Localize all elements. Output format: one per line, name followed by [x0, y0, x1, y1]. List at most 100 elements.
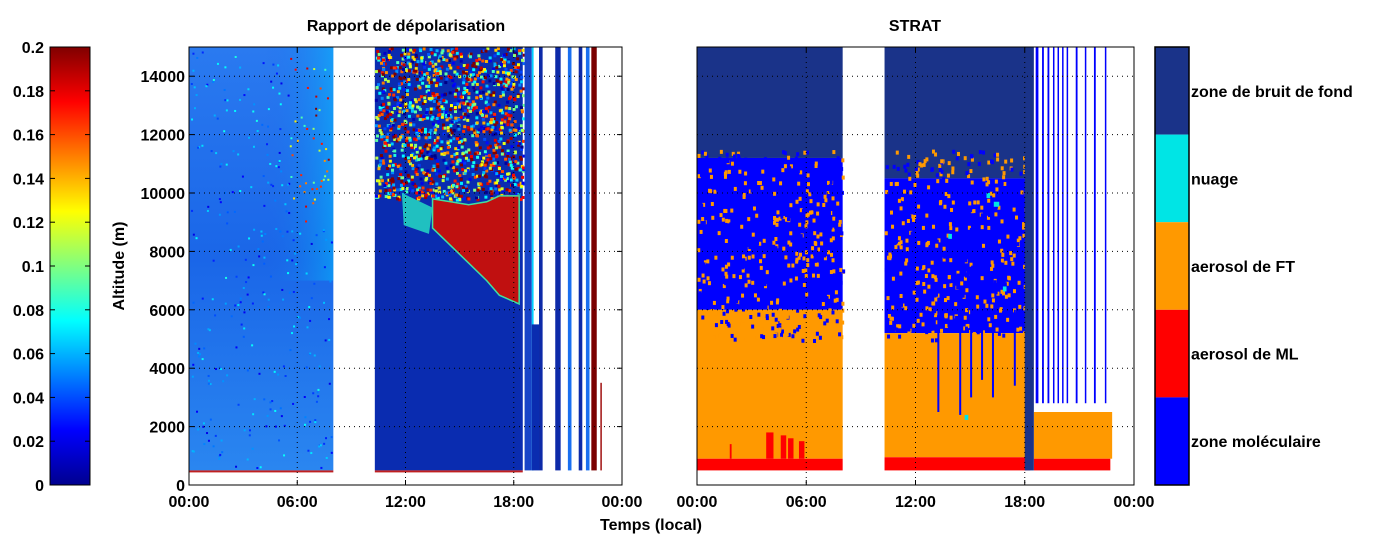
depol-noise-pixel	[447, 134, 451, 138]
strat-speckle	[969, 169, 973, 174]
strat-speckle	[921, 225, 925, 230]
strat-speckle	[778, 325, 782, 330]
depol-speckle	[239, 190, 242, 193]
strat-speckle	[946, 233, 950, 238]
depol-speckle	[278, 151, 281, 154]
depol-noise-pixel	[396, 96, 400, 100]
depol-noise-pixel	[397, 137, 401, 141]
strat-speckle	[904, 261, 908, 266]
depol-noise-pixel	[449, 164, 453, 168]
depol-speckle	[212, 81, 215, 84]
strat-speckle	[891, 224, 895, 229]
strat-speckle	[780, 333, 784, 338]
depol-speckle	[316, 391, 319, 394]
depol-noise-pixel	[402, 76, 406, 80]
depol-noise-pixel	[475, 111, 479, 115]
strat-speckle	[977, 161, 981, 166]
depol-speckle	[277, 166, 280, 169]
depol-noise-pixel	[442, 175, 446, 179]
depol-noise-pixel	[507, 78, 511, 82]
depol-speckle	[310, 242, 313, 245]
colorbar-tick-label: 0	[35, 478, 44, 495]
depol-noise-pixel	[522, 117, 526, 121]
depol-speckle	[215, 152, 218, 155]
depol-noise-pixel	[416, 105, 420, 109]
strat-speckle	[931, 214, 935, 219]
depol-noise-pixel	[495, 184, 499, 188]
depol-noise-pixel	[506, 123, 510, 127]
strat-speckle	[699, 172, 703, 177]
strat-speckle	[724, 281, 728, 286]
strat-speckle	[706, 259, 710, 264]
strat-stripe	[1084, 47, 1087, 404]
strat-speckle	[977, 251, 981, 256]
depol-noise-pixel	[511, 62, 515, 66]
strat-speckle	[823, 187, 827, 192]
depol-noise-pixel	[413, 48, 417, 52]
depol-noise-pixel	[479, 94, 483, 98]
depol-speckle	[318, 445, 321, 448]
depol-speckle	[269, 275, 272, 278]
strat-speckle	[721, 243, 725, 248]
depol-speckle	[191, 375, 194, 378]
depol-noise-pixel	[463, 86, 467, 90]
depol-noise-pixel	[415, 158, 419, 162]
depol-noise-pixel	[488, 130, 492, 134]
strat-speckle	[727, 169, 731, 174]
depol-noise-pixel	[484, 101, 488, 105]
strat-speckle	[893, 291, 897, 296]
strat-speckle	[903, 284, 907, 289]
depol-speckle	[269, 162, 272, 165]
strat-speckle	[914, 167, 918, 172]
depol-noise-pixel	[437, 108, 441, 112]
depol-noise-pixel	[427, 53, 431, 57]
depol-noise-pixel	[376, 117, 380, 121]
depol-noise-pixel	[489, 195, 493, 199]
strat-speckle	[740, 265, 744, 270]
depol-speckle	[253, 103, 256, 106]
strat-speckle	[765, 273, 769, 278]
depol-noise-pixel	[386, 173, 390, 177]
strat-speckle	[801, 268, 805, 273]
strat-speckle	[906, 219, 910, 224]
strat-speckle	[783, 222, 787, 227]
depol-noise-pixel	[385, 110, 389, 114]
strat-speckle	[978, 150, 982, 155]
depol-noise-pixel	[397, 82, 401, 86]
depol-noise-pixel	[384, 117, 388, 121]
depol-noise-pixel	[504, 52, 508, 56]
strat-speckle	[700, 203, 704, 208]
strat-speckle	[1000, 258, 1004, 263]
depol-noise-pixel	[443, 93, 447, 97]
strat-speckle	[807, 182, 811, 187]
depol-noise-pixel	[514, 160, 518, 164]
depol-noise-pixel	[416, 188, 420, 192]
depol-speckle	[208, 329, 211, 332]
strat-speckle	[838, 332, 842, 337]
depol-speckle	[285, 210, 288, 213]
strat-speckle	[730, 208, 734, 213]
depol-speckle	[248, 434, 251, 437]
depol-noise-pixel	[459, 194, 463, 198]
depol-noise-pixel	[425, 84, 429, 88]
depol-noise-pixel	[453, 57, 457, 61]
strat-speckle	[733, 154, 737, 159]
depol-noise-pixel	[405, 190, 409, 194]
strat-speckle	[805, 150, 809, 155]
depol-noise-pixel	[485, 84, 489, 88]
strat-speckle	[978, 219, 982, 224]
strat-speckle	[1004, 209, 1008, 214]
strat-speckle	[756, 201, 760, 206]
depol-noise-pixel	[440, 140, 444, 144]
strat-speckle	[931, 330, 935, 335]
depol-noise-pixel	[420, 149, 424, 153]
depol-noise-pixel	[411, 189, 415, 193]
depol-noise-pixel	[486, 96, 490, 100]
depol-noise-pixel	[412, 128, 416, 132]
strat-speckle	[833, 298, 837, 303]
strat-speckle	[771, 326, 775, 331]
strat-speckle	[720, 319, 724, 324]
strat-speckle	[1004, 159, 1008, 164]
depol-noise-pixel	[501, 90, 505, 94]
depol-noise-pixel	[438, 137, 442, 141]
